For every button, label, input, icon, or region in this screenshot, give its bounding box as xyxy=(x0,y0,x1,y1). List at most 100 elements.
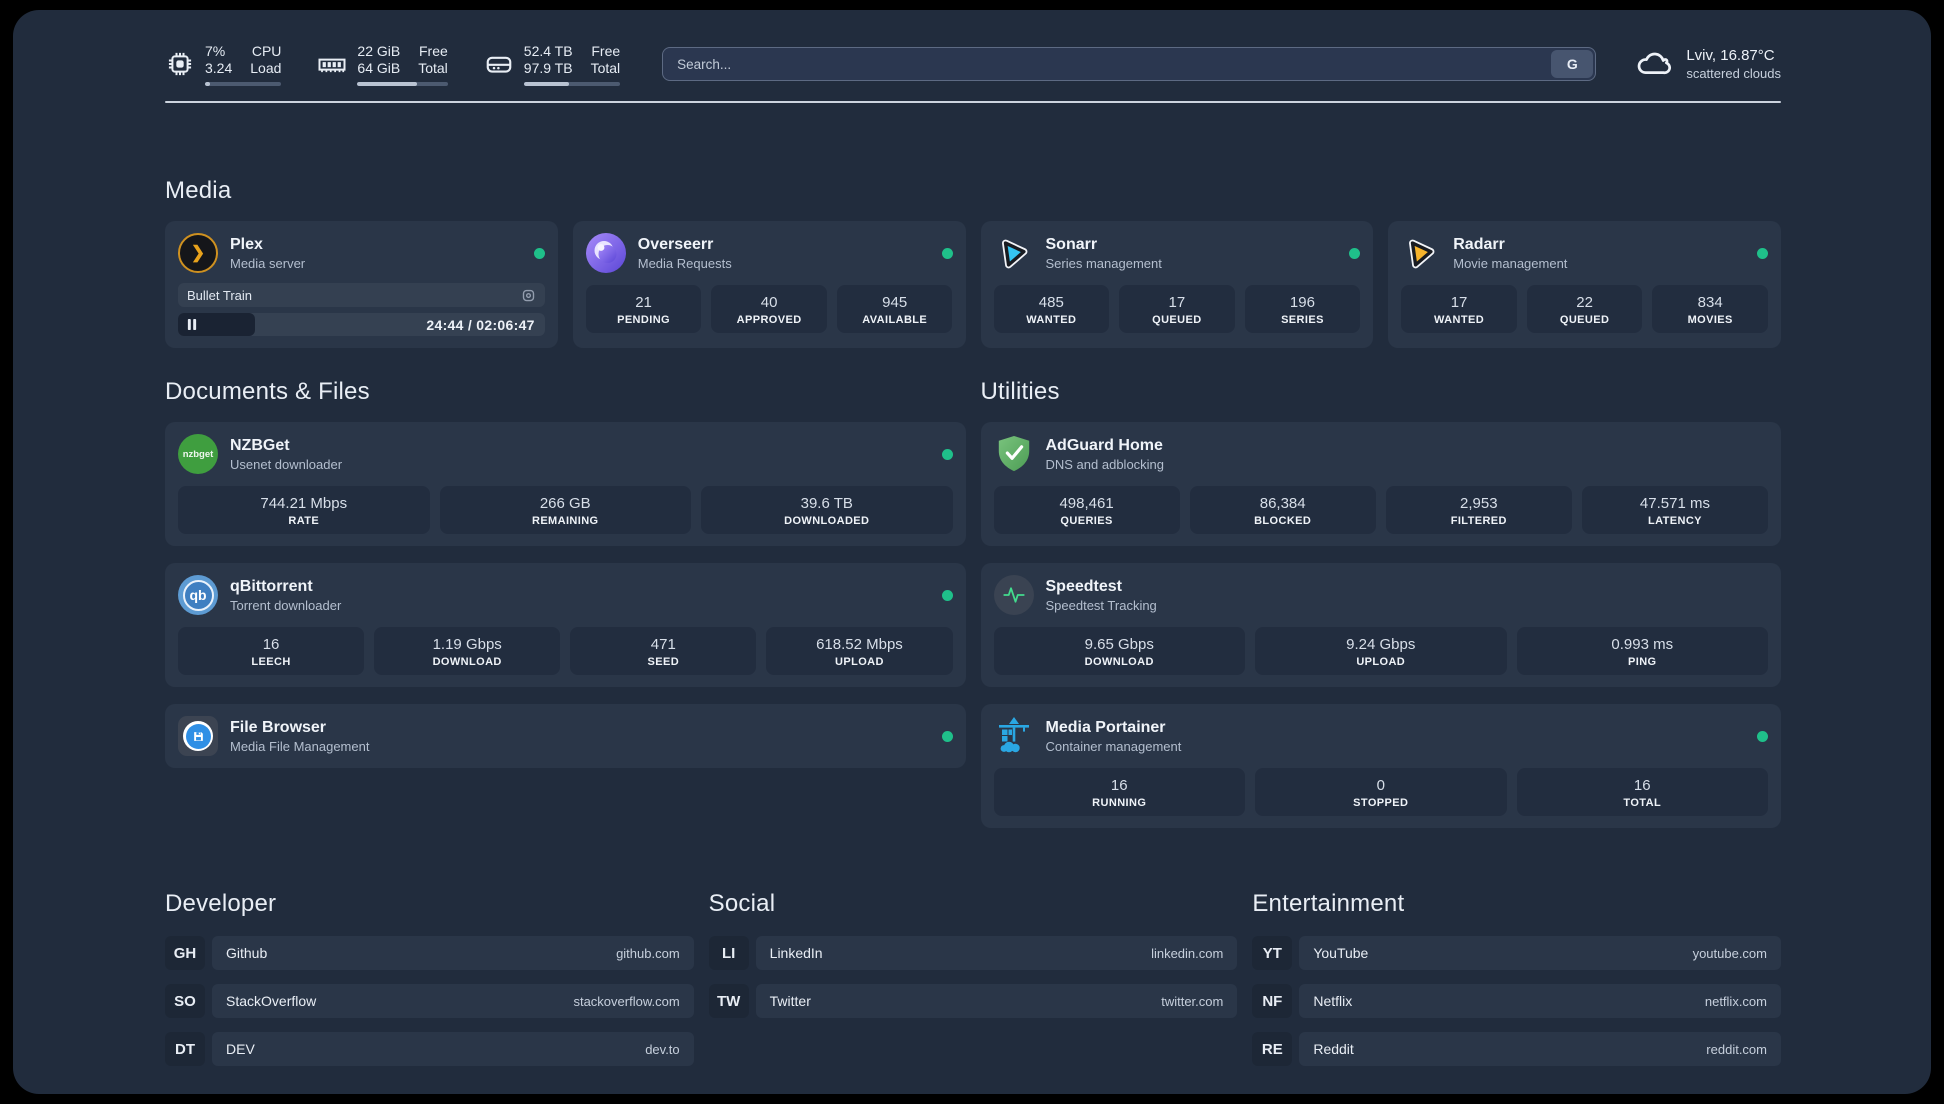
cpu-label: CPU xyxy=(251,42,282,59)
stat-label: WANTED xyxy=(1026,314,1077,326)
bookmark-pill[interactable]: Reddit reddit.com xyxy=(1299,1032,1781,1066)
developer-section: Developer GH Github github.com SO StackOverf… xyxy=(165,890,694,1066)
nzbget-card[interactable]: nzbget NZBGet Usenet downloader 744.21 M… xyxy=(165,422,966,546)
bookmark-url: youtube.com xyxy=(1692,945,1767,961)
bookmark-name: StackOverflow xyxy=(226,993,317,1009)
bookmark-row[interactable]: YT YouTube youtube.com xyxy=(1252,936,1781,970)
overseerr-card[interactable]: Overseerr Media Requests 21 PENDING 40 APPR… xyxy=(572,221,966,348)
search-provider-button[interactable]: G xyxy=(1551,50,1594,78)
bookmark-pill[interactable]: Github github.com xyxy=(212,936,694,970)
stat-box: 485 WANTED xyxy=(993,285,1110,333)
app-title: Radarr xyxy=(1453,235,1505,253)
stat-value: 2,953 xyxy=(1460,495,1498,512)
stats-row: 744.21 Mbps RATE 266 GB REMAINING 39.6 TB DOW… xyxy=(178,486,953,534)
qbittorrent-card[interactable]: qb qBittorrent Torrent downloader 16 LEEC… xyxy=(165,563,966,687)
stat-box: 47.571 ms LATENCY xyxy=(1581,486,1768,534)
app-title: Speedtest xyxy=(1045,577,1122,595)
bookmark-url: reddit.com xyxy=(1706,1041,1767,1057)
stat-box: 22 QUEUED xyxy=(1526,285,1643,333)
bookmark-row[interactable]: TW Twitter twitter.com xyxy=(708,984,1238,1018)
stat-value: 744.21 Mbps xyxy=(260,495,348,512)
stat-label: DOWNLOAD xyxy=(1084,656,1154,668)
stat-label: REMAINING xyxy=(531,515,599,527)
stat-value: 834 xyxy=(1697,294,1723,311)
stat-label: WANTED xyxy=(1434,314,1485,326)
sonarr-icon xyxy=(994,233,1034,273)
stat-value: 17 xyxy=(1450,294,1468,311)
stat-box: 2,953 FILTERED xyxy=(1385,486,1572,534)
app-title: AdGuard Home xyxy=(1045,436,1163,454)
stat-box: 0.993 ms PING xyxy=(1516,627,1768,675)
stat-value: 40 xyxy=(760,294,778,311)
playback-progress-bar[interactable]: 24:44 / 02:06:47 xyxy=(178,313,545,336)
app-subtitle: Series management xyxy=(1045,255,1162,271)
status-dot-online xyxy=(533,247,545,259)
stat-box: 618.52 Mbps UPLOAD xyxy=(766,627,953,675)
stats-row: 485 WANTED 17 QUEUED 196 SERIES xyxy=(993,285,1361,333)
search-input[interactable] xyxy=(662,47,1597,81)
stat-label: TOTAL xyxy=(1623,797,1662,809)
cpu-usage-value: 7% xyxy=(205,42,226,59)
app-subtitle: Speedtest Tracking xyxy=(1045,597,1157,613)
bookmark-name: LinkedIn xyxy=(769,945,823,961)
stat-label: UPLOAD xyxy=(835,656,884,668)
bookmark-pill[interactable]: Twitter twitter.com xyxy=(755,984,1238,1018)
stat-value: 17 xyxy=(1168,294,1186,311)
plex-card[interactable]: ❯ Plex Media server Bullet Train xyxy=(165,221,558,348)
stat-box: 744.21 Mbps RATE xyxy=(178,486,430,534)
sonarr-card[interactable]: Sonarr Series management 485 WANTED 17 QUEU… xyxy=(980,221,1374,348)
stat-box: 21 PENDING xyxy=(585,285,702,333)
bookmark-abbr: RE xyxy=(1252,1032,1293,1066)
stat-value: 945 xyxy=(882,294,908,311)
cpu-stat: 7% 3.24 CPU Load xyxy=(165,42,282,86)
bookmark-pill[interactable]: YouTube youtube.com xyxy=(1299,936,1781,970)
section-title-utilities: Utilities xyxy=(980,378,1060,405)
bookmark-abbr: YT xyxy=(1252,936,1293,970)
stat-value: 498,461 xyxy=(1059,495,1114,512)
bookmark-pill[interactable]: LinkedIn linkedin.com xyxy=(755,936,1238,970)
weather-widget: Lviv, 16.87°C scattered clouds xyxy=(1634,45,1781,84)
stat-box: 9.24 Gbps UPLOAD xyxy=(1255,627,1507,675)
disk-free-value: 52.4 TB xyxy=(523,42,573,59)
stats-row: 21 PENDING 40 APPROVED 945 AVAILABLE xyxy=(585,285,953,333)
adguard-card[interactable]: AdGuard Home DNS and adblocking 498,461 Q… xyxy=(980,422,1781,546)
radarr-card[interactable]: Radarr Movie management 17 WANTED 22 QUEUED… xyxy=(1388,221,1781,348)
weather-condition: scattered clouds xyxy=(1686,66,1781,81)
stat-box: 498,461 QUERIES xyxy=(993,486,1180,534)
stat-value: 0.993 ms xyxy=(1611,636,1674,653)
bookmark-row[interactable]: LI LinkedIn linkedin.com xyxy=(708,936,1238,970)
app-subtitle: Media File Management xyxy=(230,738,370,754)
pause-icon[interactable] xyxy=(187,319,197,330)
stat-value: 266 GB xyxy=(539,495,591,512)
stat-value: 9.24 Gbps xyxy=(1346,636,1416,653)
bookmark-row[interactable]: GH Github github.com xyxy=(165,936,694,970)
bookmark-row[interactable]: SO StackOverflow stackoverflow.com xyxy=(165,984,694,1018)
weather-location-temp: Lviv, 16.87°C xyxy=(1686,47,1775,64)
app-title: Media Portainer xyxy=(1045,718,1166,736)
portainer-card[interactable]: Media Portainer Container management 16 R… xyxy=(980,704,1781,828)
social-section: Social LI LinkedIn linkedin.com TW Twitter tw… xyxy=(708,890,1238,1066)
bookmark-pill[interactable]: Netflix netflix.com xyxy=(1299,984,1781,1018)
stat-label: QUEUED xyxy=(1559,314,1610,326)
bookmark-abbr: TW xyxy=(708,984,749,1018)
bookmark-url: stackoverflow.com xyxy=(573,993,680,1009)
bookmark-row[interactable]: DT DEV dev.to xyxy=(165,1032,694,1066)
adguard-icon xyxy=(994,434,1034,474)
stat-value: 196 xyxy=(1289,294,1315,311)
stat-label: LATENCY xyxy=(1647,515,1702,527)
bookmark-pill[interactable]: StackOverflow stackoverflow.com xyxy=(212,984,694,1018)
stat-value: 16 xyxy=(1633,777,1651,794)
bookmark-pill[interactable]: DEV dev.to xyxy=(212,1032,694,1066)
plex-now-playing-widget: Bullet Train 24:44 / 02:06:47 xyxy=(178,283,545,336)
filebrowser-card[interactable]: File Browser Media File Management xyxy=(165,704,966,768)
bookmark-row[interactable]: NF Netflix netflix.com xyxy=(1252,984,1781,1018)
ram-free-value: 22 GiB xyxy=(357,42,401,59)
speedtest-card[interactable]: Speedtest Speedtest Tracking 9.65 Gbps DO… xyxy=(980,563,1781,687)
bookmark-abbr: SO xyxy=(165,984,205,1018)
app-subtitle: Usenet downloader xyxy=(230,456,343,472)
stat-box: 86,384 BLOCKED xyxy=(1189,486,1376,534)
hard-drive-icon xyxy=(484,49,514,79)
bookmark-row[interactable]: RE Reddit reddit.com xyxy=(1252,1032,1781,1066)
stat-box: 17 QUEUED xyxy=(1119,285,1235,333)
bookmark-name: Netflix xyxy=(1313,993,1353,1009)
